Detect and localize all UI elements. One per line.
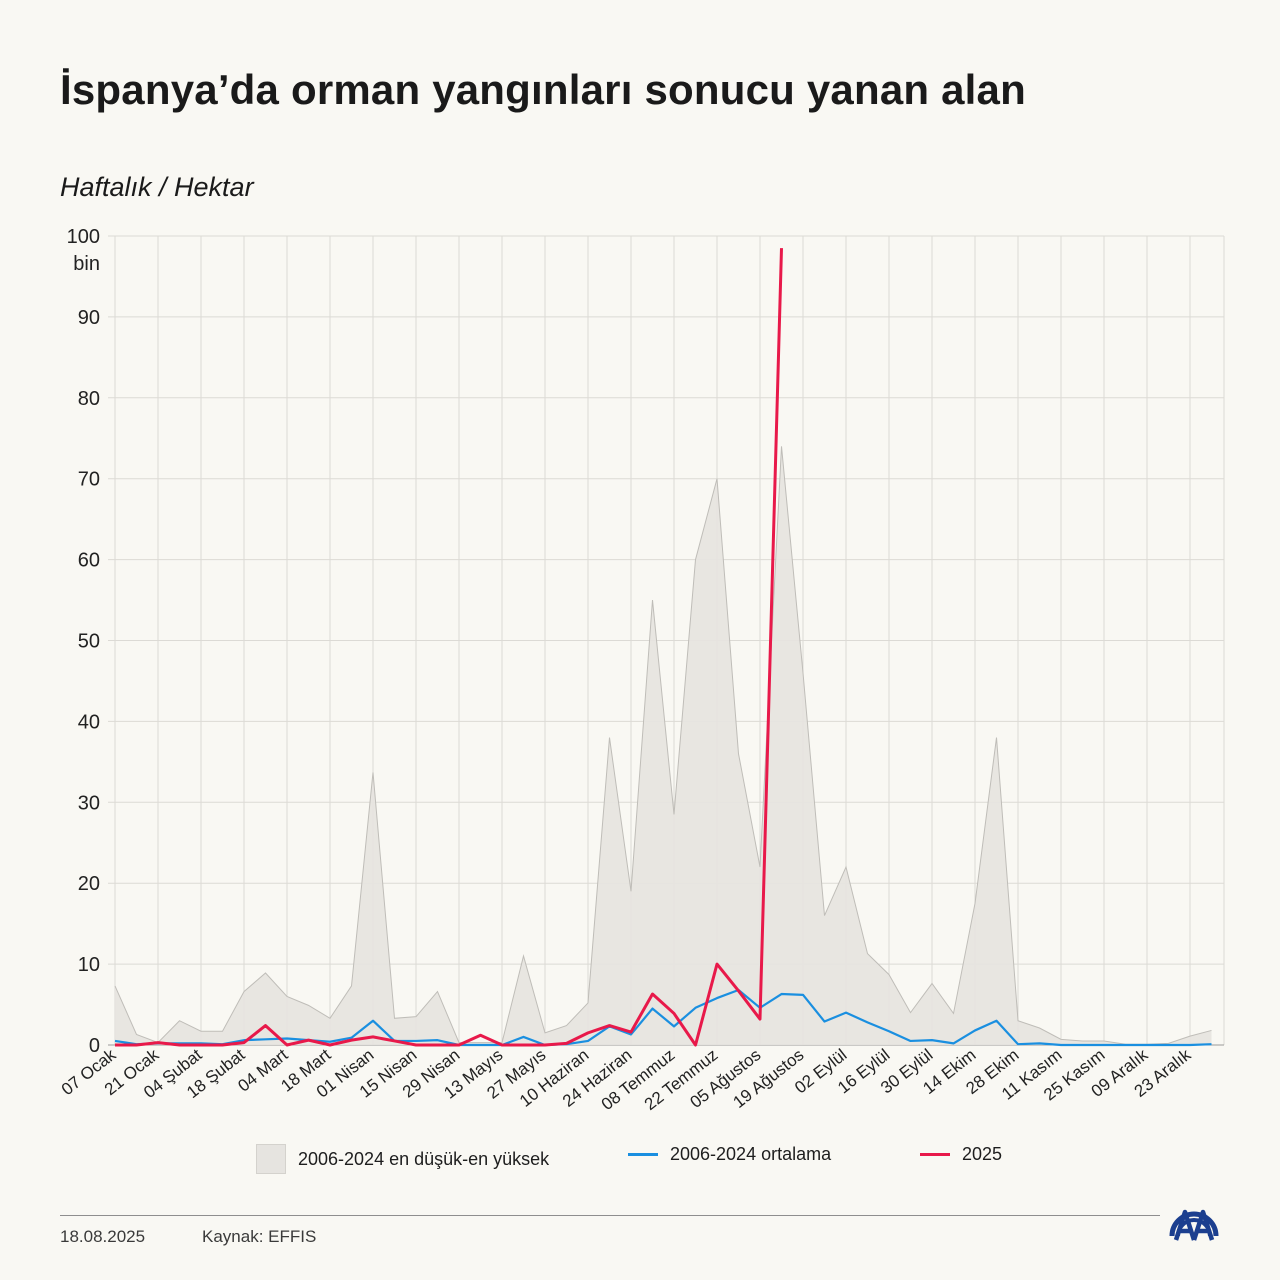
y-tick-label: 50 (78, 631, 100, 653)
y-tick-label: 70 (78, 469, 100, 491)
y-tick-label: 30 (78, 792, 100, 814)
footer-divider (60, 1215, 1160, 1216)
legend-swatch-2025 (920, 1153, 950, 1156)
y-tick-label: 0 (89, 1035, 100, 1057)
legend: 2006-2024 en düşük-en yüksek 2006-2024 o… (0, 1144, 1280, 1178)
footer-date: 18.08.2025 (60, 1227, 146, 1246)
legend-item-range: 2006-2024 en düşük-en yüksek (256, 1144, 549, 1174)
legend-label-average: 2006-2024 ortalama (670, 1144, 832, 1164)
y-unit-label: bin (73, 253, 100, 275)
aa-logo-icon (1169, 1209, 1219, 1241)
y-tick-label: 80 (78, 388, 100, 410)
current-year-line (115, 248, 783, 1047)
footer-source: Kaynak: EFFIS (202, 1227, 317, 1246)
legend-swatch-range (256, 1144, 286, 1174)
y-tick-label: 40 (78, 711, 100, 733)
range-band-group (114, 446, 1212, 1046)
y-tick-label: 100 (67, 226, 100, 248)
y-tick-label: 60 (78, 550, 100, 572)
range-band-area (115, 446, 1212, 1046)
legend-swatch-average (628, 1153, 658, 1156)
y-tick-label: 20 (78, 873, 100, 895)
legend-label-2025: 2025 (962, 1144, 1003, 1164)
y-tick-label: 90 (78, 307, 100, 329)
legend-label-range: 2006-2024 en düşük-en yüksek (298, 1148, 550, 1169)
current-year-line-group (115, 248, 783, 1047)
average-line-group (114, 988, 1212, 1047)
y-axis-labels: 0 10 20 30 40 50 60 70 80 90 100 bin (67, 226, 100, 1057)
legend-item-2025: 2025 (920, 1144, 1002, 1165)
chart-title: İspanya’da orman yangınları sonucu yanan… (60, 66, 1026, 113)
range-band-max-line (114, 446, 1212, 1045)
average-line (114, 988, 1212, 1047)
legend-item-average: 2006-2024 ortalama (628, 1144, 831, 1165)
y-tick-label: 10 (78, 954, 100, 976)
chart-subtitle: Haftalık / Hektar (60, 172, 254, 202)
